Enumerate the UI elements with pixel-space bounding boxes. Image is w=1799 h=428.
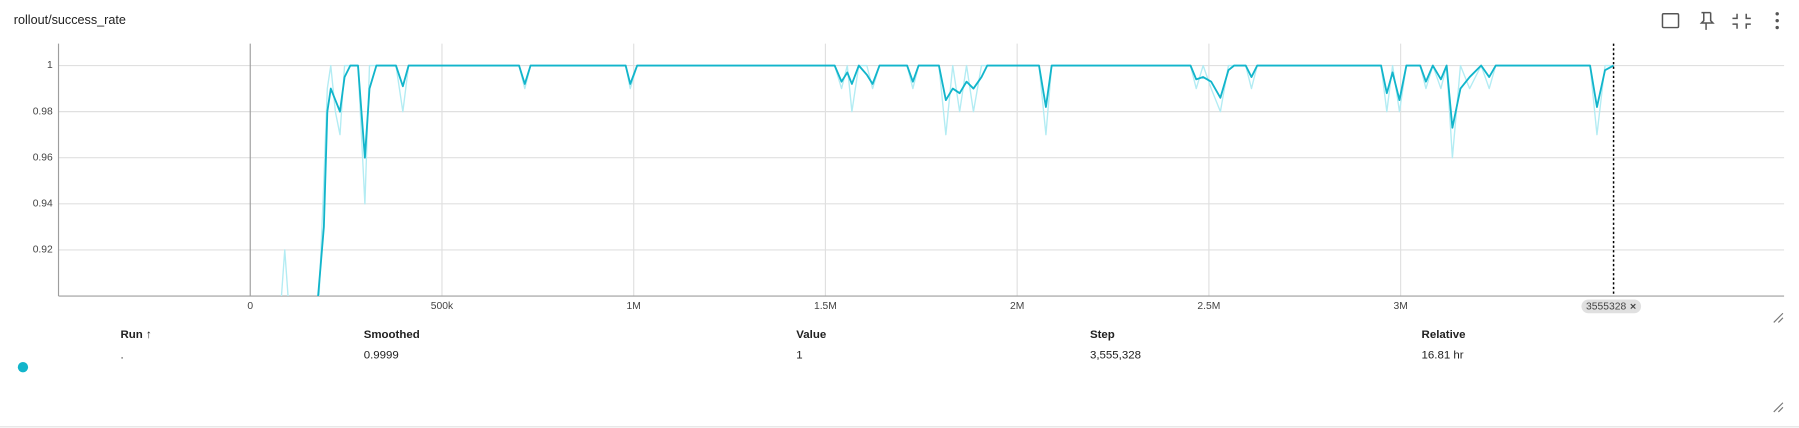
y-tick-label: 0.98 bbox=[33, 106, 53, 117]
cursor-close[interactable] bbox=[1630, 303, 1636, 310]
table-cell: 1 bbox=[796, 350, 802, 362]
grid bbox=[58, 43, 1785, 297]
pin-button[interactable] bbox=[1699, 11, 1715, 30]
x-tick-label: 500k bbox=[431, 301, 454, 312]
smoothed-line bbox=[317, 64, 1615, 297]
plot bbox=[280, 64, 1615, 297]
ticks: 0.92 0.94 0.96 0.98 1 0 500k 1M 1.5M 2M 2.5M 3M bbox=[33, 60, 1408, 312]
cursor: 3555328 bbox=[1581, 43, 1642, 314]
run-color-dot bbox=[17, 362, 29, 373]
column-header: Smoothed bbox=[364, 329, 420, 341]
table-cell: 0.9999 bbox=[364, 350, 399, 362]
y-tick-label: 0.96 bbox=[33, 152, 53, 163]
column-header: Run ↑ bbox=[120, 329, 151, 341]
y-tick-label: 0.92 bbox=[33, 245, 53, 256]
x-tick-label: 1M bbox=[627, 301, 641, 312]
resize-handle[interactable] bbox=[1773, 402, 1784, 413]
cursor-chip bbox=[1581, 299, 1642, 314]
x-tick-label: 3M bbox=[1393, 301, 1407, 312]
y-tick-label: 0.94 bbox=[33, 199, 53, 210]
more-button[interactable] bbox=[1775, 12, 1779, 30]
x-tick-label: 0 bbox=[247, 301, 253, 312]
raw-line bbox=[280, 64, 1614, 297]
cursor-step-label: 3555328 bbox=[1586, 302, 1626, 313]
x-tick-label: 1.5M bbox=[814, 301, 837, 312]
table-cell: . bbox=[120, 350, 123, 362]
fit-domain-button[interactable] bbox=[1661, 13, 1680, 29]
x-tick-label: 2M bbox=[1010, 301, 1024, 312]
table-cell: 16.81 hr bbox=[1422, 350, 1464, 362]
data-table: Run ↑ Smoothed Value Step Relative. 0.9999 1 3,… bbox=[120, 329, 1465, 362]
column-header: Value bbox=[796, 329, 826, 341]
column-header: Relative bbox=[1422, 329, 1466, 341]
card-title: rollout/success_rate bbox=[14, 13, 126, 27]
column-header: Step bbox=[1090, 329, 1115, 341]
table-cell: 3,555,328 bbox=[1090, 350, 1141, 362]
y-tick-label: 1 bbox=[47, 60, 53, 71]
resize-handle[interactable] bbox=[1773, 312, 1784, 323]
collapse-button[interactable] bbox=[1732, 13, 1751, 29]
x-tick-label: 2.5M bbox=[1197, 301, 1220, 312]
toolbar bbox=[1661, 11, 1779, 30]
